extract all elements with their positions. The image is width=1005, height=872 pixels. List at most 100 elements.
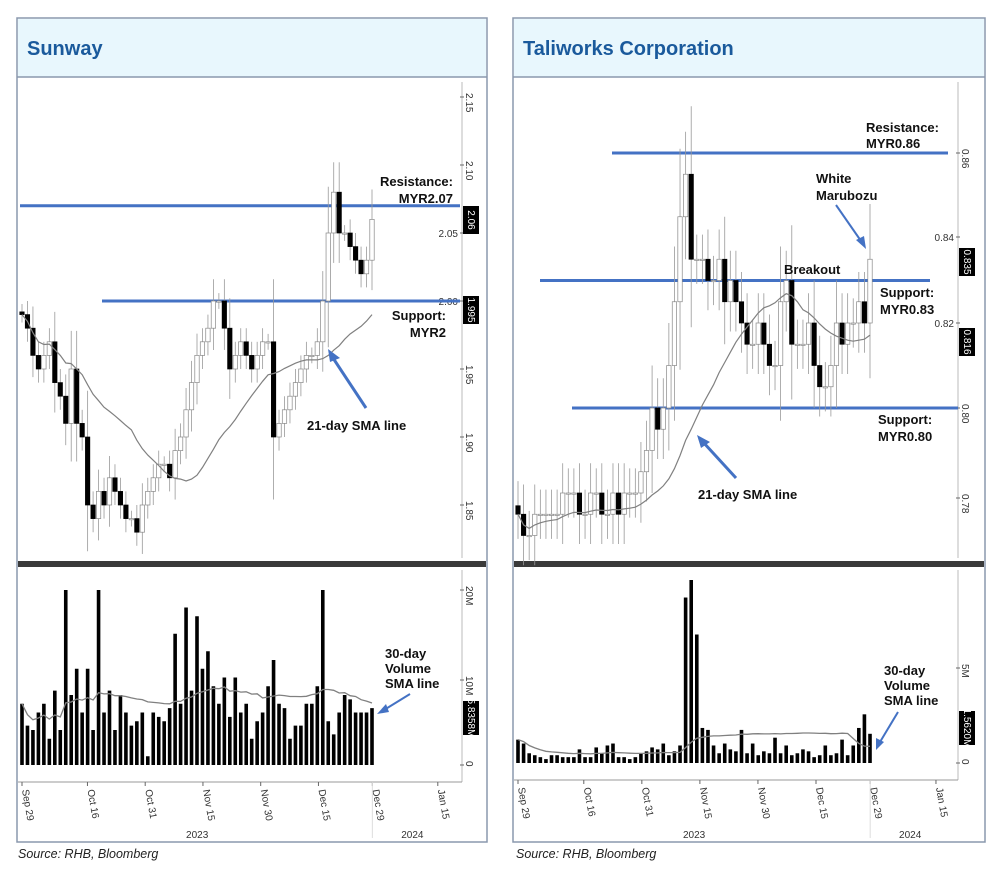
candle [161, 456, 167, 473]
candle-body-up [805, 322, 812, 345]
resistance-value: MYR2.07 [399, 191, 453, 206]
volume-bar [627, 759, 632, 763]
candle [761, 293, 767, 374]
candle-body-up [210, 300, 216, 329]
volume-bar [795, 753, 800, 763]
volume-bar [594, 747, 599, 763]
volume-bar [728, 749, 733, 763]
candle-body-down [227, 327, 233, 370]
last-price-label: 2.06 [465, 210, 476, 230]
last-price-box [959, 328, 975, 356]
candle-body-down [221, 300, 227, 329]
volume-bar [633, 757, 638, 763]
volume-bar [156, 716, 161, 765]
sma-label: 21-day SMA line [307, 418, 406, 433]
candle-body-down [19, 311, 25, 315]
candle-body-up [369, 219, 375, 261]
candle [260, 328, 266, 369]
volume-bar [42, 703, 46, 765]
candle [249, 341, 255, 383]
candle-body-up [845, 322, 851, 345]
volume-bar [689, 580, 694, 763]
candle [655, 378, 661, 459]
candle [526, 510, 532, 561]
candle [722, 216, 728, 345]
volume-bar [868, 733, 872, 763]
breakout-label: Breakout [784, 262, 841, 277]
candle-body-up [727, 280, 733, 303]
candle-body-up [216, 300, 222, 303]
candle-body-up [621, 492, 627, 515]
volume-bar [145, 756, 150, 765]
volume-bar [778, 753, 783, 763]
candle-body-down [688, 173, 694, 260]
candle-body-up [699, 258, 705, 261]
volume-bar [700, 727, 705, 763]
candle [750, 319, 756, 369]
candle [199, 328, 206, 369]
volume-bar [238, 712, 243, 765]
volume-bar [773, 737, 777, 763]
volume-bar [817, 755, 822, 763]
volume-bar [767, 753, 772, 763]
candle-body-down [74, 368, 80, 424]
volume-bar [96, 590, 101, 765]
last-volume-box [463, 701, 479, 735]
year-label: 2024 [899, 830, 922, 841]
volume-bar [63, 590, 68, 765]
candle [112, 464, 118, 505]
volume-bar [331, 734, 336, 765]
candle [292, 369, 298, 410]
volume-bar [271, 660, 276, 765]
volume-bar [58, 730, 63, 765]
last-volume-box [959, 711, 975, 745]
pane-separator [18, 561, 486, 567]
candle [298, 355, 304, 397]
volume-tick-label: 20M [463, 586, 474, 605]
candle-body-up [309, 355, 315, 357]
volume-bar [211, 686, 216, 765]
year-label: 2023 [186, 830, 209, 841]
candle [571, 468, 577, 518]
candle-body-down [738, 301, 745, 324]
volume-tick-label: 0 [959, 759, 970, 765]
volume-bar [249, 738, 254, 765]
volume-bar [266, 686, 270, 765]
candle [243, 328, 249, 369]
candle-body-down [117, 491, 123, 506]
volume-bar [140, 712, 145, 765]
candle [309, 347, 315, 364]
panel-sunway: Sunway 2.152.102.052.001.951.901.8520M10… [16, 17, 488, 861]
candle-body-up [238, 341, 244, 356]
candle [167, 450, 173, 492]
candle [817, 335, 823, 417]
x-tick-label: Jan 15 [435, 789, 451, 821]
candle [336, 162, 342, 263]
last-price-box [463, 206, 479, 234]
last-price-label: 0.835 [961, 249, 972, 274]
volume-bar [282, 708, 287, 765]
candle-body-up [627, 492, 633, 495]
candle-body-up [46, 341, 52, 356]
volume-bar [173, 633, 177, 765]
candle-body-down [789, 280, 795, 345]
volume-bar [129, 725, 134, 765]
volume-bar [706, 729, 710, 763]
volume-bar [348, 699, 352, 765]
candle-body-up [643, 450, 650, 473]
volume-bar [862, 714, 867, 763]
y-tick-label: 0.84 [935, 233, 955, 244]
volume-bar [532, 755, 537, 763]
y-tick-label: 0.82 [935, 319, 955, 330]
candle [145, 477, 151, 519]
volume-bar [639, 753, 643, 763]
volume-bar [611, 743, 615, 763]
candle [342, 225, 348, 241]
candle [582, 489, 588, 539]
candle [811, 280, 817, 408]
volume-sma-label-1: 30-day [385, 646, 427, 661]
title-bar [514, 19, 984, 77]
y-tick-label: 2.05 [439, 229, 459, 240]
volume-sma-label-3: SMA line [385, 676, 439, 691]
volume-arrow-icon [876, 711, 899, 750]
